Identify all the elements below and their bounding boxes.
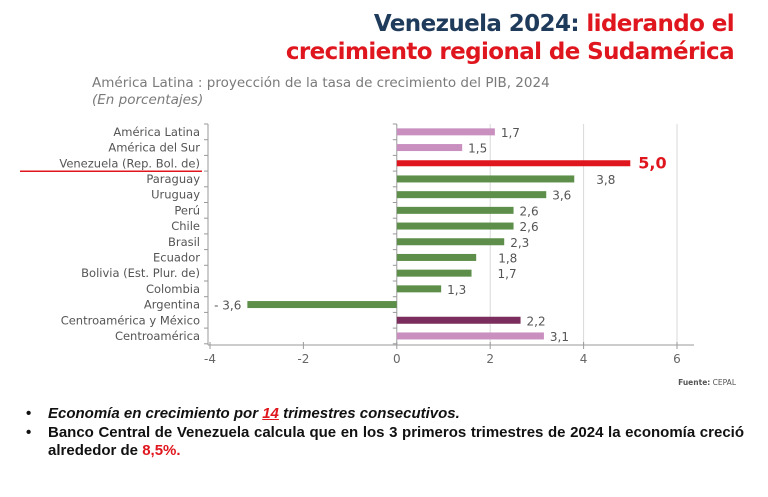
category-label: Venezuela (Rep. Bol. de) [59, 156, 200, 170]
bar [247, 301, 397, 309]
value-labels: 1,7 1,5 5,0 3,8 3,6 2,6 2,6 2,31,8 1,7 1,3 - 3,6 2,… [214, 126, 667, 344]
x-tick-label: 2 [486, 352, 494, 366]
value-label: 1,8 [498, 251, 517, 265]
bullet-item: • Banco Central de Venezuela calcula que… [26, 424, 744, 460]
title-country-year: Venezuela 2024: [373, 11, 580, 37]
category-label: América Latina [113, 125, 200, 139]
source-note: Fuente: CEPAL [678, 378, 736, 387]
bar [396, 128, 495, 136]
chart-heading: América Latina : proyección de la tasa d… [92, 75, 550, 109]
category-label: Ecuador [153, 250, 200, 264]
category-label: Perú [174, 203, 200, 217]
category-label: Chile [171, 219, 200, 233]
axes [204, 123, 694, 349]
title-leading: liderando el [578, 11, 734, 37]
value-label: 1,3 [447, 283, 466, 297]
value-label: 5,0 [638, 153, 666, 172]
bullet-item: • Economía en crecimiento por 14 trimest… [26, 405, 744, 423]
category-label: Brasil [168, 235, 200, 249]
bar [396, 206, 514, 214]
value-label: 1,7 [501, 126, 520, 140]
bar [396, 316, 521, 324]
value-label: - 3,6 [214, 299, 241, 313]
value-label: 1,7 [498, 267, 517, 281]
x-tick-label: -2 [297, 352, 309, 366]
bullet-text-pre: Banco Central de Venezuela calcula que e… [48, 424, 744, 459]
source-value: CEPAL [710, 378, 736, 387]
value-label: 3,8 [596, 173, 615, 187]
x-tick-label: -4 [204, 352, 216, 366]
bar [396, 144, 463, 152]
value-label: 2,6 [520, 204, 539, 218]
x-tick-label: 4 [580, 352, 588, 366]
category-label: Uruguay [151, 188, 200, 202]
bar [396, 285, 442, 293]
value-label: 3,1 [550, 330, 569, 344]
source-label: Fuente: [678, 378, 711, 387]
value-label: 2,3 [510, 236, 529, 250]
value-label: 1,5 [468, 142, 487, 156]
x-tick-label: 0 [393, 352, 401, 366]
value-label: 3,6 [552, 189, 571, 203]
bar [396, 160, 631, 167]
value-label: 2,6 [520, 220, 539, 234]
bar [396, 332, 544, 340]
bullet-text-pre: Economía en crecimiento por [48, 405, 263, 422]
bar [396, 191, 547, 199]
bar [396, 253, 477, 261]
category-label: América del Sur [108, 141, 200, 155]
slide-title: Venezuela 2024: liderando el crecimiento… [285, 10, 735, 66]
category-label: Centroamérica [115, 329, 200, 343]
bar [396, 175, 575, 183]
bar [396, 238, 505, 246]
chart-unit: (En porcentajes) [92, 92, 204, 108]
bullet-highlight: 8,5%. [142, 442, 181, 459]
category-label: Centroamérica y México [61, 313, 200, 327]
bullet-highlight: 14 [262, 405, 279, 422]
bullet-marker: • [26, 424, 32, 441]
bullet-text-post: trimestres consecutivos. [278, 405, 460, 422]
bullet-marker: • [26, 405, 32, 422]
value-label: 2,2 [527, 314, 546, 328]
chart-title: América Latina : proyección de la tasa d… [92, 75, 550, 91]
category-label: Paraguay [146, 172, 200, 186]
bullet-list: • Economía en crecimiento por 14 trimest… [26, 405, 744, 461]
x-tick-labels: -4 -2 0 2 4 6 [204, 352, 681, 366]
title-line-2: crecimiento regional de Sudamérica [285, 39, 735, 65]
bars [247, 128, 631, 340]
bar [396, 269, 472, 277]
x-tick-label: 6 [673, 352, 681, 366]
category-label: Colombia [146, 282, 200, 296]
bullet-text: Banco Central de Venezuela calcula que e… [48, 424, 744, 460]
bar [396, 222, 514, 230]
bullet-text: Economía en crecimiento por 14 trimestre… [48, 405, 744, 423]
category-label: Argentina [144, 298, 200, 312]
category-label: Bolivia (Est. Plur. de) [81, 266, 200, 280]
